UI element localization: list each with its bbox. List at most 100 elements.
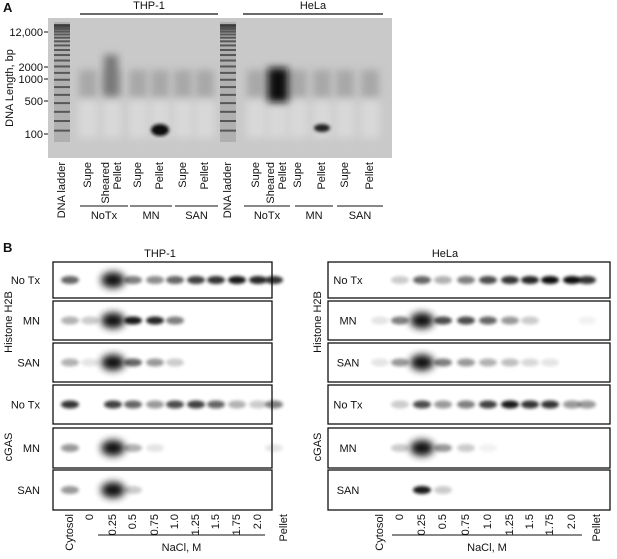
panel-label: B — [3, 240, 12, 255]
blot-band — [413, 276, 431, 284]
smear — [79, 70, 97, 98]
blot-band — [146, 400, 164, 409]
smear — [289, 70, 307, 98]
ladder-band — [220, 102, 236, 105]
ladder-band — [220, 93, 236, 96]
ladder-band — [54, 26, 70, 29]
blot-band — [166, 400, 184, 409]
blot-band — [541, 358, 559, 367]
ladder-band — [54, 54, 70, 57]
ladder-band — [220, 110, 236, 113]
blot-band — [101, 312, 125, 329]
salt-label: NaCl, M — [162, 542, 202, 554]
clear — [312, 100, 332, 138]
lane-label: Supe — [292, 162, 304, 188]
blot-band — [207, 276, 225, 284]
blot-band — [479, 444, 497, 452]
ladder-band — [54, 102, 70, 105]
lane-label: Supe — [132, 162, 144, 188]
lane-label: Cytosol — [64, 514, 76, 551]
lane-label: DNA ladder — [222, 162, 234, 219]
lane-label: Pellet — [278, 514, 290, 542]
ladder-band — [54, 33, 70, 36]
blot-band — [101, 272, 125, 288]
protein-label: cGAS — [3, 433, 15, 462]
ladder-band — [54, 59, 70, 62]
blot-band — [521, 276, 539, 284]
size-marker: 2000 — [19, 62, 43, 74]
row-label: No Tx — [333, 400, 363, 412]
row-label: MN — [23, 443, 40, 455]
blot-band — [61, 276, 79, 284]
clear — [173, 100, 193, 138]
blot-band — [146, 316, 164, 325]
blot-band — [61, 444, 79, 452]
blot-band — [578, 400, 596, 409]
blot-band — [249, 276, 267, 284]
group-label: NoTx — [91, 210, 118, 222]
ladder-band — [220, 86, 236, 89]
ladder-lane — [54, 22, 70, 142]
cell-line-label: HeLa — [432, 248, 459, 260]
ladder-band — [54, 71, 70, 74]
lane-label: 0.75 — [149, 514, 161, 535]
group-label: MN — [142, 210, 159, 222]
lane-label: DNA ladder — [56, 162, 68, 219]
lane-label: 1.0 — [169, 514, 181, 529]
blot-band — [61, 316, 79, 325]
blot-band — [391, 400, 409, 409]
blot-band — [479, 358, 497, 367]
ladder-band — [54, 86, 70, 89]
blot-band — [371, 358, 389, 367]
blot-band — [413, 400, 431, 409]
blot-band — [124, 444, 142, 452]
band — [314, 124, 330, 132]
blot-band — [457, 444, 475, 452]
clear — [267, 100, 287, 138]
row-label: No Tx — [11, 275, 41, 287]
blot-band — [146, 444, 164, 452]
blot-band — [434, 486, 452, 494]
lane-label: 1.75 — [231, 514, 243, 535]
blot-band — [371, 316, 389, 325]
blot-band — [521, 400, 539, 409]
blot-band — [479, 400, 497, 409]
ladder-band — [220, 40, 236, 43]
lane-label: Pellet — [112, 162, 124, 190]
blot-band — [124, 358, 142, 367]
smear — [196, 70, 214, 98]
lane-label: Pellet — [154, 162, 166, 190]
blot-band — [391, 316, 409, 325]
blot-band — [207, 400, 225, 409]
clear — [335, 100, 355, 138]
row-label: MN — [339, 316, 356, 328]
blot-band — [501, 276, 519, 284]
size-marker: 500 — [25, 96, 43, 108]
ladder-band — [220, 36, 236, 39]
blot-band — [81, 316, 99, 325]
lane-label: 1.25 — [504, 514, 516, 535]
row-label: SAN — [337, 358, 360, 370]
lane-label: 0.5 — [127, 514, 139, 529]
lane-label: 0.25 — [416, 514, 428, 535]
clear — [128, 100, 148, 138]
blot — [327, 469, 611, 511]
ladder-band — [220, 78, 236, 81]
ladder-band — [54, 93, 70, 96]
blot-band — [101, 482, 125, 498]
ladder-band — [54, 78, 70, 81]
ladder-band — [220, 26, 236, 29]
blot-band — [228, 400, 246, 409]
ladder-band — [220, 44, 236, 47]
blot-band — [61, 400, 79, 409]
blot-band — [265, 400, 283, 409]
blot-band — [265, 444, 283, 452]
blot-band — [146, 276, 164, 284]
blot-band — [479, 276, 497, 284]
blot-band — [249, 400, 267, 409]
size-marker: 12,000 — [9, 27, 43, 39]
smear — [313, 70, 331, 98]
blot-band — [434, 276, 452, 284]
